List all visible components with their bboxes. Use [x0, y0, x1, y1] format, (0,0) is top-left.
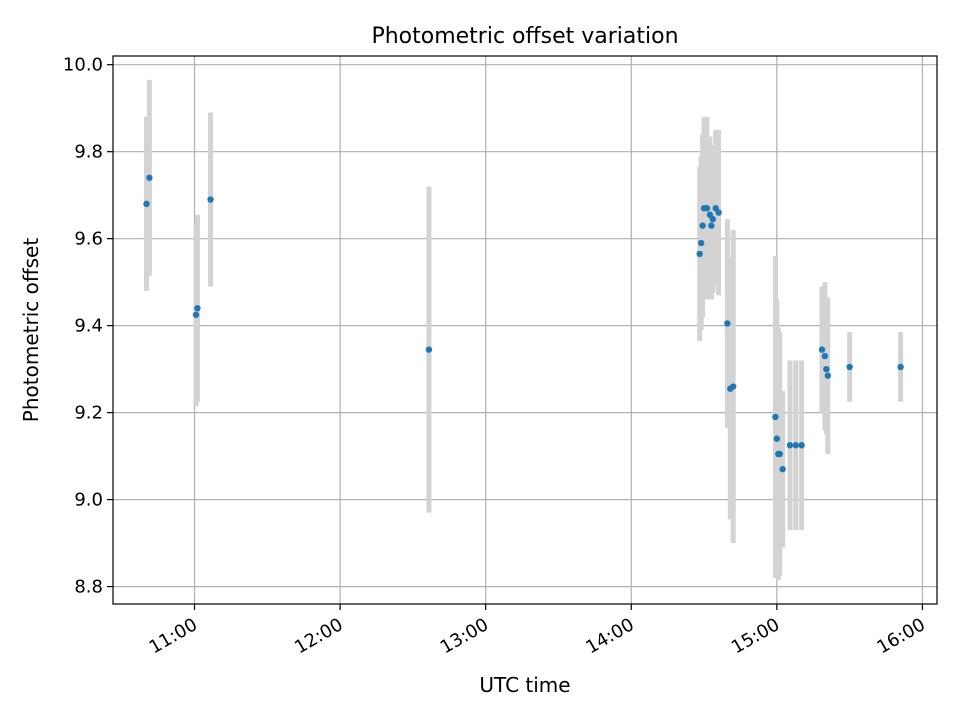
data-point — [194, 305, 201, 312]
data-point — [143, 200, 150, 208]
y-axis-label: Photometric offset — [19, 238, 43, 423]
x-axis-label: UTC time — [479, 673, 570, 697]
data-point — [823, 365, 830, 373]
data-point — [697, 239, 705, 247]
plot-area-frame — [112, 55, 938, 605]
data-point — [709, 215, 717, 223]
y-tick-label: 10.0 — [63, 55, 103, 76]
data-point — [724, 320, 731, 327]
data-point — [824, 372, 832, 379]
data-point — [798, 442, 805, 449]
y-tick-label: 9.4 — [74, 316, 103, 337]
y-tick-label: 9.2 — [74, 403, 103, 424]
y-tick-label: 9.8 — [74, 142, 103, 163]
data-point — [708, 222, 715, 229]
data-point — [146, 174, 153, 181]
data-point — [703, 205, 711, 212]
y-tick-label: 9.0 — [74, 490, 103, 511]
data-point — [792, 442, 799, 449]
data-point — [846, 363, 853, 371]
data-point — [776, 450, 783, 458]
data-point — [207, 196, 214, 203]
data-point — [818, 346, 826, 353]
data-point — [786, 442, 794, 449]
point-layer — [143, 174, 904, 473]
data-point — [715, 209, 722, 216]
y-tick-label: 9.6 — [74, 229, 103, 250]
data-point — [699, 222, 706, 229]
data-point — [772, 413, 779, 421]
y-tick-label: 8.8 — [74, 577, 103, 598]
chart-title: Photometric offset variation — [371, 24, 678, 49]
data-point — [779, 465, 786, 473]
data-point — [696, 250, 703, 258]
data-point — [821, 352, 829, 360]
data-point — [192, 311, 200, 318]
data-point — [425, 346, 433, 353]
data-point — [773, 435, 781, 442]
data-point — [729, 383, 737, 390]
data-point — [897, 363, 904, 371]
